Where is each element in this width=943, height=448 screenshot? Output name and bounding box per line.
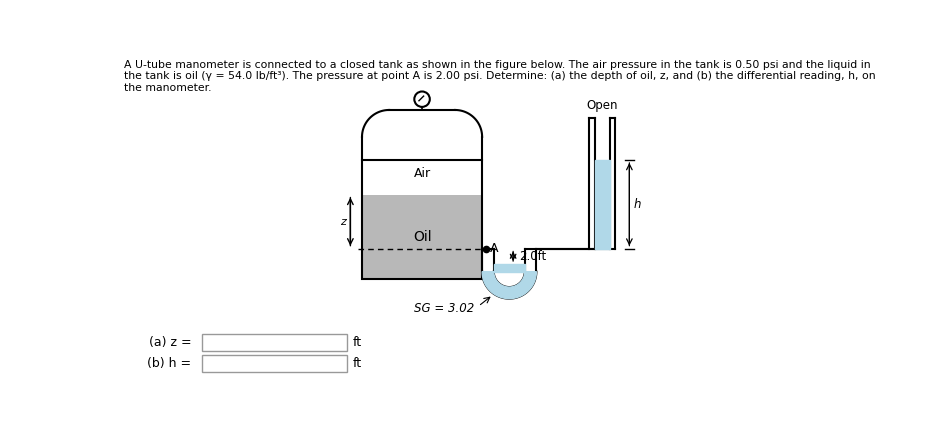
Polygon shape [494, 264, 524, 271]
Bar [362, 160, 482, 195]
Text: Open: Open [587, 99, 618, 112]
Text: ft: ft [353, 336, 362, 349]
Bar [202, 334, 346, 351]
Bar [362, 160, 482, 280]
Text: Oil: Oil [413, 230, 431, 244]
Polygon shape [594, 160, 610, 249]
Text: h: h [634, 198, 641, 211]
Bar [202, 355, 346, 372]
Text: SG = 3.02: SG = 3.02 [414, 302, 474, 315]
Bar [362, 195, 482, 280]
Text: A U-tube manometer is connected to a closed tank as shown in the figure below. T: A U-tube manometer is connected to a clo… [124, 60, 870, 70]
Text: ft: ft [353, 357, 362, 370]
Text: 2.0ft: 2.0ft [520, 250, 547, 263]
Polygon shape [482, 271, 537, 299]
Text: the manometer.: the manometer. [124, 83, 211, 93]
Text: the tank is oil (γ = 54.0 lb/ft³). The pressure at point A is 2.00 psi. Determin: the tank is oil (γ = 54.0 lb/ft³). The p… [124, 72, 876, 82]
Circle shape [414, 91, 430, 107]
Text: A: A [489, 242, 498, 255]
Text: (b) h =: (b) h = [147, 357, 191, 370]
Text: z: z [339, 217, 345, 227]
Text: Air: Air [413, 167, 431, 180]
Text: (a) z =: (a) z = [149, 336, 191, 349]
